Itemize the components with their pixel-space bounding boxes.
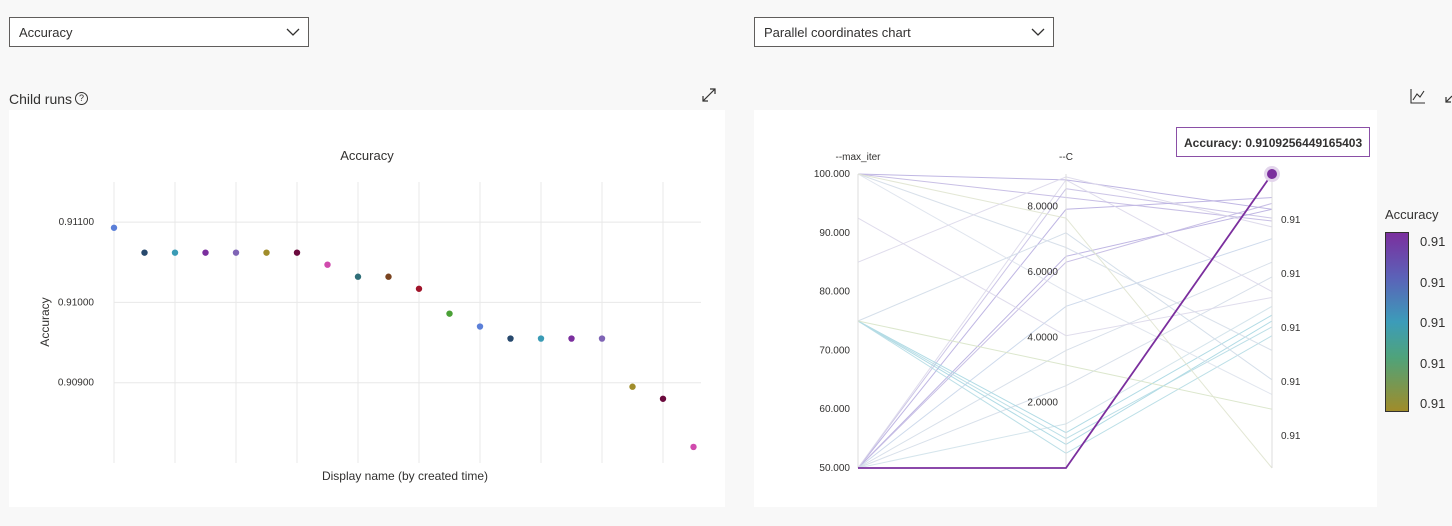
axis-tick-label: 8.0000 bbox=[1027, 202, 1058, 213]
y-tick-label: 0.91100 bbox=[59, 217, 95, 228]
highlight-point bbox=[1267, 169, 1277, 179]
data-line bbox=[857, 188, 1273, 469]
help-icon[interactable]: ? bbox=[75, 92, 89, 105]
legend-tick: 0.91 bbox=[1420, 275, 1446, 290]
data-line bbox=[857, 208, 1273, 469]
parallel-coordinates-chart: --max_iter --C 100.000 90.000 80.000 70.000 60… bbox=[814, 152, 1301, 474]
axis-name: --C bbox=[1059, 152, 1073, 163]
legend-tick: 0.91 bbox=[1420, 234, 1446, 249]
accuracy-tooltip: Accuracy: 0.9109256449165403 bbox=[1176, 127, 1371, 157]
axis-tick-label: 0.91 bbox=[1281, 269, 1301, 280]
data-point bbox=[598, 335, 606, 342]
data-point bbox=[171, 249, 179, 256]
data-line bbox=[857, 314, 1273, 434]
chart-title: Accuracy bbox=[340, 148, 394, 163]
axis-tick-label: 90.000 bbox=[819, 228, 850, 239]
axis-tick-label: 4.0000 bbox=[1027, 332, 1058, 343]
axis-tick-label: 70.000 bbox=[819, 345, 850, 356]
accuracy-scatter-panel: 0.91100 0.91000 0.90900 Accuracy Display nam… bbox=[9, 110, 725, 507]
data-point bbox=[232, 249, 240, 256]
data-point bbox=[690, 443, 697, 451]
data-line bbox=[857, 320, 1273, 440]
data-point bbox=[629, 383, 636, 390]
legend-tick: 0.91 bbox=[1420, 356, 1446, 371]
axis-tick-label: 0.91 bbox=[1281, 377, 1301, 388]
axis-tick-label: 0.91 bbox=[1281, 431, 1301, 442]
legend-tick: 0.91 bbox=[1420, 315, 1446, 330]
chevron-down-icon bbox=[286, 28, 300, 36]
data-point bbox=[415, 285, 423, 292]
data-line bbox=[857, 217, 1273, 337]
data-point bbox=[141, 249, 148, 256]
axis-tick-label: 50.000 bbox=[819, 463, 850, 474]
parallel-coordinates-panel: --max_iter --C 100.000 90.000 80.000 70.000 60… bbox=[754, 110, 1377, 507]
chart-type-dropdown[interactable]: Parallel coordinates chart bbox=[754, 17, 1054, 47]
axis-tick-label: 0.91 bbox=[1281, 215, 1301, 226]
axis-tick-label: 60.000 bbox=[819, 404, 850, 415]
legend-tick: 0.91 bbox=[1420, 396, 1446, 411]
axis-name: --max_iter bbox=[835, 152, 881, 163]
metric-dropdown[interactable]: Accuracy bbox=[9, 17, 309, 47]
data-line bbox=[857, 238, 1273, 469]
y-tick-label: 0.91000 bbox=[58, 297, 95, 308]
expand-icon[interactable] bbox=[1444, 88, 1452, 104]
chart-type-dropdown-value: Parallel coordinates chart bbox=[764, 25, 911, 40]
data-point bbox=[476, 323, 484, 330]
axis-tick-label: 6.0000 bbox=[1027, 267, 1058, 278]
legend-color-scale bbox=[1385, 232, 1409, 412]
data-point bbox=[263, 249, 270, 256]
child-runs-title: Child runs? bbox=[9, 91, 89, 107]
highlighted-line bbox=[858, 173, 1273, 469]
data-line bbox=[857, 320, 1273, 410]
accuracy-scatter-chart: 0.91100 0.91000 0.90900 Accuracy Display nam… bbox=[38, 148, 701, 483]
data-point bbox=[293, 249, 301, 256]
axis-tick-label: 0.91 bbox=[1281, 323, 1301, 334]
axis-tick-label: 100.000 bbox=[814, 169, 851, 180]
data-point bbox=[659, 395, 667, 402]
data-point bbox=[537, 335, 545, 342]
data-point bbox=[568, 335, 575, 342]
data-point bbox=[202, 249, 209, 256]
data-point bbox=[110, 224, 118, 231]
line-chart-icon[interactable] bbox=[1410, 88, 1426, 104]
x-axis-label: Display name (by created time) bbox=[322, 469, 488, 483]
tooltip-text: Accuracy: 0.9109256449165403 bbox=[1184, 136, 1363, 150]
data-line bbox=[857, 197, 1273, 469]
expand-icon[interactable] bbox=[701, 87, 717, 103]
data-line bbox=[857, 173, 1273, 210]
data-point bbox=[354, 273, 362, 280]
y-axis-label: Accuracy bbox=[38, 297, 52, 346]
axis-tick-label: 2.0000 bbox=[1027, 398, 1058, 409]
data-point bbox=[446, 310, 453, 317]
metric-dropdown-value: Accuracy bbox=[19, 25, 73, 40]
y-tick-label: 0.90900 bbox=[58, 378, 95, 389]
data-point bbox=[324, 261, 331, 268]
child-runs-label: Child runs bbox=[9, 91, 73, 107]
axis-tick-label: 80.000 bbox=[819, 287, 850, 298]
data-point bbox=[507, 335, 514, 342]
data-line bbox=[857, 276, 1273, 469]
legend-title: Accuracy bbox=[1385, 207, 1439, 222]
data-line bbox=[857, 173, 1273, 395]
data-point bbox=[385, 273, 392, 280]
chevron-down-icon bbox=[1031, 28, 1045, 36]
